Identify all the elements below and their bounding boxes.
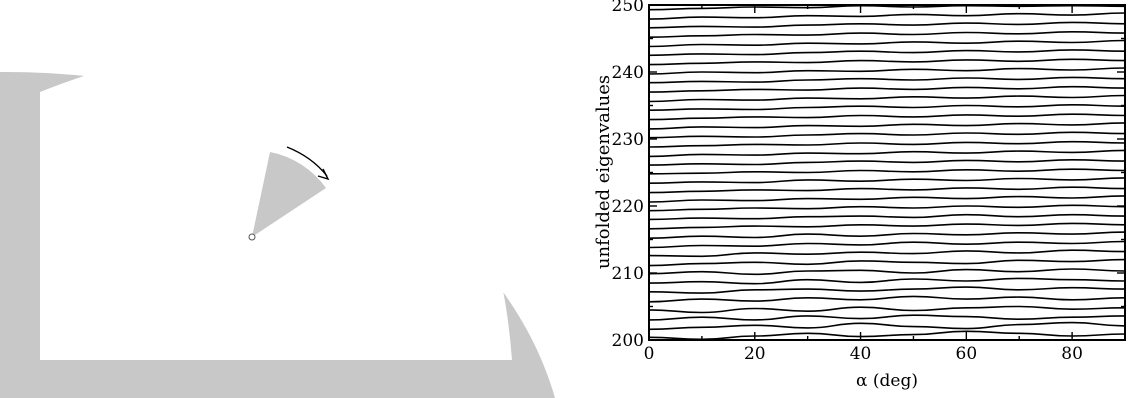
y-tick-label: 200	[612, 331, 644, 351]
series-layer	[648, 4, 1126, 341]
eigenvalue-line-34	[648, 30, 1126, 38]
eigenvalue-line-11	[648, 240, 1126, 249]
eigenvalue-line-12	[648, 231, 1126, 239]
x-axis-label: α (deg)	[856, 371, 918, 391]
eigenvalue-line-21	[648, 149, 1126, 158]
x-tick-label: 20	[744, 344, 766, 364]
y-tick-label: 240	[612, 63, 644, 83]
eigenvalue-line-30	[648, 67, 1126, 75]
eigenvalue-line-15	[648, 204, 1126, 212]
eigenvalue-line-24	[648, 122, 1126, 130]
eigenvalue-line-25	[648, 113, 1126, 121]
eigenvalue-line-32	[648, 49, 1126, 57]
eigenvalue-line-33	[648, 39, 1126, 48]
eigenvalue-line-27	[648, 94, 1126, 103]
y-tick-label: 230	[612, 130, 644, 150]
eigenvalue-line-5	[648, 295, 1126, 303]
billiard-schematic	[0, 46, 555, 398]
eigenvalue-line-6	[648, 286, 1126, 294]
pivot-point	[248, 233, 256, 241]
y-axis-label: unfolded eigenvalues	[593, 75, 614, 269]
eigenvalue-line-3	[648, 314, 1126, 321]
eigenvalue-line-8	[648, 268, 1126, 276]
y-tick-label: 250	[612, 0, 644, 16]
x-tick-label: 40	[850, 344, 872, 364]
y-tick-label: 220	[612, 197, 644, 217]
eigenvalue-line-37	[648, 4, 1126, 11]
eigenvalue-line-29	[648, 76, 1126, 84]
eigenvalue-line-7	[648, 277, 1126, 285]
rotation-arrow-head	[317, 168, 330, 181]
x-tick-label: 0	[644, 344, 655, 364]
eigenvalue-line-31	[648, 58, 1126, 66]
eigenvalue-line-17	[648, 186, 1126, 194]
eigenvalue-line-16	[648, 195, 1126, 203]
eigenvalue-line-19	[648, 168, 1126, 175]
x-tick-label: 80	[1061, 344, 1083, 364]
y-tick-label: 210	[612, 264, 644, 284]
eigenvalue-line-9	[648, 258, 1126, 267]
eigenvalue-line-20	[648, 158, 1126, 166]
rotating-sector	[252, 152, 326, 237]
eigenvalue-line-18	[648, 177, 1126, 184]
eigenvalue-line-26	[648, 103, 1126, 111]
tick-layer: 0 20 40 60 80 200 210 220 230 240 250	[612, 0, 1126, 364]
eigenvalue-line-4	[648, 305, 1126, 314]
eigenvalue-line-28	[648, 85, 1126, 93]
eigenvalue-line-36	[648, 12, 1126, 20]
eigenvalue-chart: 0 20 40 60 80 200 210 220 230 240 250 α (deg) unfo…	[593, 0, 1126, 391]
eigenvalue-line-1	[648, 330, 1126, 341]
eigenvalue-line-23	[648, 131, 1126, 139]
eigenvalue-line-13	[648, 222, 1126, 230]
eigenvalue-line-22	[648, 140, 1126, 148]
eigenvalue-line-10	[648, 249, 1126, 258]
x-tick-label: 60	[956, 344, 978, 364]
eigenvalue-line-14	[648, 213, 1126, 221]
eigenvalue-line-2	[648, 321, 1126, 331]
eigenvalue-line-35	[648, 21, 1126, 29]
